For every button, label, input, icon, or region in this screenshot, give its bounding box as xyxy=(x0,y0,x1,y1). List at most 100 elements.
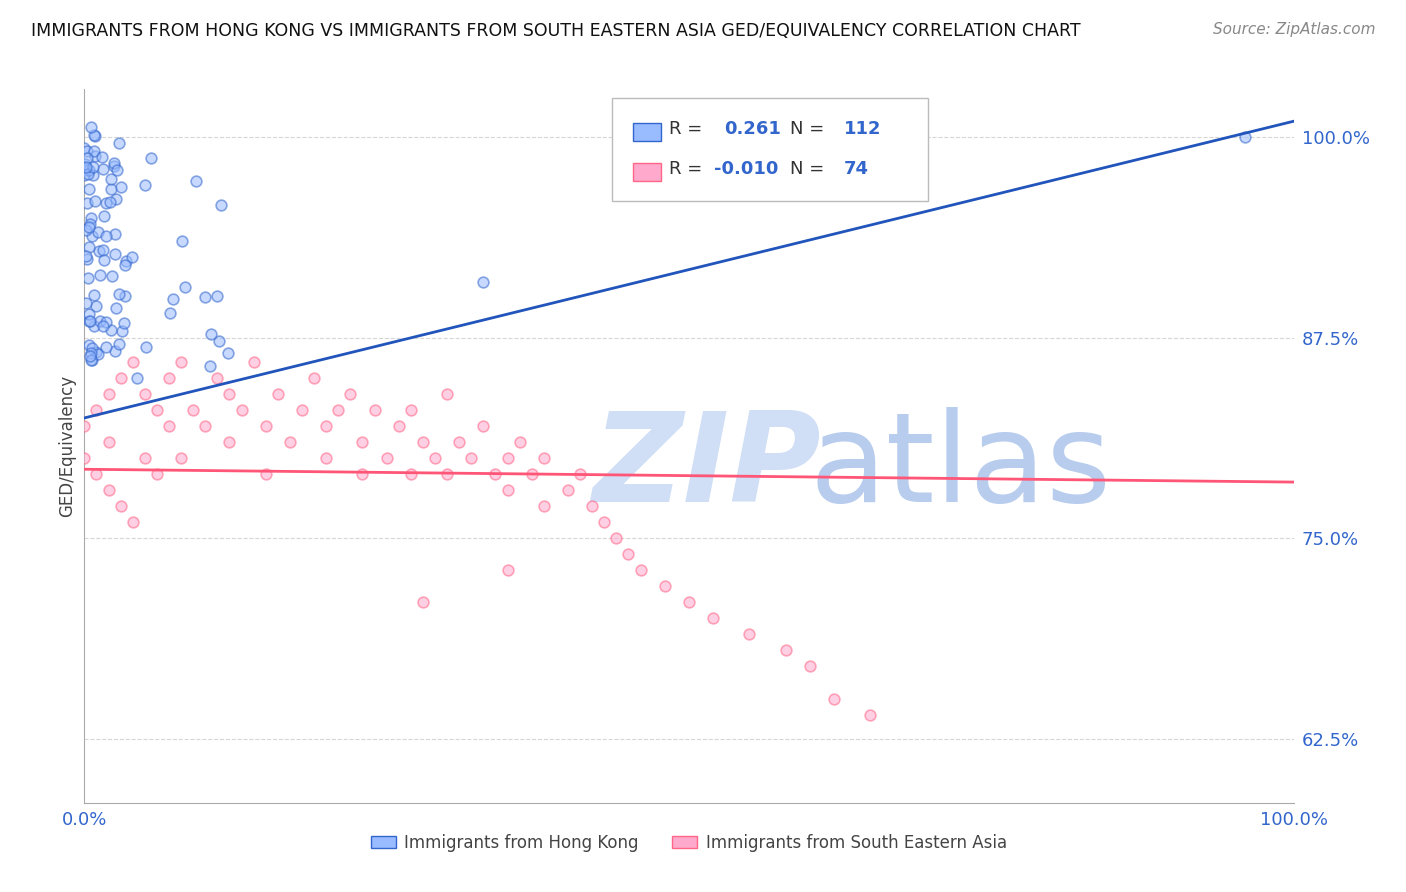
Point xyxy=(593,515,616,529)
Point xyxy=(267,387,290,401)
Point xyxy=(97,483,120,497)
Point xyxy=(181,403,204,417)
Point xyxy=(76,152,98,166)
Point xyxy=(170,355,193,369)
Point xyxy=(630,563,652,577)
Point xyxy=(115,253,138,268)
Point xyxy=(207,371,229,385)
Point xyxy=(412,595,434,609)
Point xyxy=(159,305,181,319)
Point xyxy=(84,345,107,359)
Text: Source: ZipAtlas.com: Source: ZipAtlas.com xyxy=(1212,22,1375,37)
Point xyxy=(208,334,231,348)
Point xyxy=(75,222,97,236)
Point xyxy=(496,450,519,465)
Point xyxy=(157,371,180,385)
Text: R =: R = xyxy=(669,120,709,138)
Point xyxy=(100,323,122,337)
Point xyxy=(412,435,434,450)
Point xyxy=(315,419,337,434)
Y-axis label: GED/Equivalency: GED/Equivalency xyxy=(58,375,76,517)
Point xyxy=(104,344,127,359)
Point xyxy=(77,240,100,254)
Point xyxy=(75,249,97,263)
Point xyxy=(103,155,125,169)
Point xyxy=(110,371,132,385)
Point xyxy=(83,319,105,334)
Point xyxy=(105,163,128,178)
Point xyxy=(217,345,239,359)
Point xyxy=(80,229,103,244)
Text: ZIP: ZIP xyxy=(592,407,821,528)
Point xyxy=(496,483,519,497)
Point xyxy=(91,162,114,177)
Point xyxy=(83,194,105,208)
Point xyxy=(104,247,127,261)
Point xyxy=(83,288,105,302)
Point xyxy=(125,371,148,385)
Point xyxy=(581,499,603,513)
Point xyxy=(79,349,101,363)
Point xyxy=(87,347,110,361)
Point xyxy=(108,287,131,301)
Point xyxy=(209,198,232,212)
Point xyxy=(79,338,101,352)
Point xyxy=(654,579,676,593)
Point xyxy=(105,193,128,207)
Point xyxy=(110,499,132,513)
Text: N =: N = xyxy=(790,161,830,178)
Point xyxy=(436,387,458,401)
Point xyxy=(218,387,240,401)
Point xyxy=(399,467,422,481)
Point xyxy=(352,467,374,481)
Point xyxy=(135,340,157,354)
Point xyxy=(100,182,122,196)
Point xyxy=(100,172,122,186)
Point xyxy=(520,467,543,481)
Point xyxy=(399,403,422,417)
Point xyxy=(94,228,117,243)
Point xyxy=(162,292,184,306)
Point xyxy=(75,161,97,175)
Point xyxy=(93,318,115,333)
Text: atlas: atlas xyxy=(810,407,1112,528)
Point xyxy=(254,467,277,481)
Point xyxy=(200,327,222,342)
Point xyxy=(114,258,136,272)
Point xyxy=(75,296,97,310)
Point xyxy=(100,194,122,209)
Point xyxy=(146,467,169,481)
Point xyxy=(134,450,156,465)
Point xyxy=(484,467,506,481)
Point xyxy=(302,371,325,385)
Point xyxy=(73,163,96,178)
Text: 112: 112 xyxy=(844,120,882,138)
Point xyxy=(73,450,96,465)
Point xyxy=(254,419,277,434)
Point xyxy=(121,250,143,264)
Point xyxy=(83,144,105,158)
Point xyxy=(112,316,135,330)
Point xyxy=(194,419,217,434)
Point xyxy=(231,403,253,417)
Point xyxy=(242,355,264,369)
Point xyxy=(775,643,797,657)
Point xyxy=(174,279,197,293)
Point xyxy=(86,299,108,313)
Point xyxy=(86,403,108,417)
Point xyxy=(702,611,724,625)
Point xyxy=(533,499,555,513)
Point xyxy=(605,531,627,545)
Point xyxy=(89,268,111,282)
Point xyxy=(77,163,100,178)
Point xyxy=(77,307,100,321)
Point xyxy=(533,450,555,465)
Point xyxy=(114,289,136,303)
Point xyxy=(93,244,115,258)
Point xyxy=(97,435,120,450)
Point xyxy=(89,314,111,328)
Point xyxy=(859,707,882,722)
Point xyxy=(82,169,104,183)
Point xyxy=(104,227,127,241)
Point xyxy=(82,161,104,175)
